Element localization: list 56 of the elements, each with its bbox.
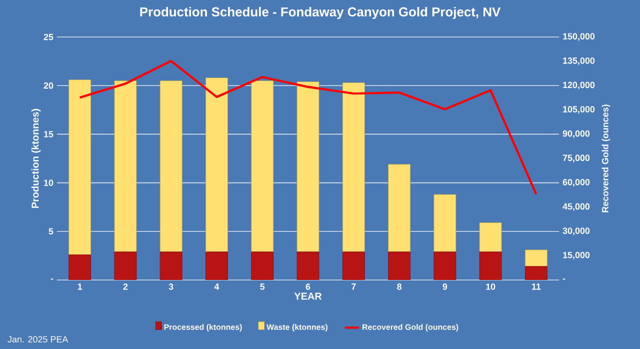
chart-title: Production Schedule - Fondaway Canyon Gold Project, NV — [140, 6, 501, 20]
bar — [206, 252, 228, 280]
y-tick-label: 10 — [44, 180, 54, 186]
y2-axis-title: Recovered Gold (ounces) — [602, 104, 610, 212]
y2-tick-label: - — [562, 278, 566, 280]
y-tick-label: - — [50, 278, 54, 280]
bar — [342, 82, 365, 252]
x-tick-label: 9 — [442, 284, 448, 290]
y2-tick-label: 30,000 — [562, 228, 590, 236]
bar — [160, 252, 182, 280]
y-tick-label: 20 — [44, 82, 54, 89]
x-tick-label: 7 — [352, 284, 356, 290]
y2-tick-label: 75,000 — [562, 154, 590, 162]
bar — [296, 82, 320, 252]
bar — [160, 80, 182, 252]
bar — [251, 252, 274, 280]
bar — [114, 252, 137, 280]
x-tick-label: 1 — [78, 284, 82, 290]
bar — [114, 80, 137, 252]
y2-tick-label: 60,000 — [562, 178, 590, 187]
y-tick-label: 5 — [48, 228, 54, 235]
line-series — [78, 60, 538, 196]
bar — [296, 252, 320, 280]
x-tick-label: 5 — [260, 284, 265, 290]
bar — [388, 164, 410, 252]
bar — [342, 252, 365, 280]
y2-tick-label: 15,000 — [563, 252, 590, 260]
bar — [479, 252, 502, 280]
bar — [251, 80, 274, 252]
text: Jan. 2025 PEA — [8, 336, 68, 342]
x-tick-label: 8 — [397, 284, 402, 290]
bar — [434, 194, 456, 252]
y2-tick-label: 150,000 — [563, 33, 595, 41]
y2-tick-label: 105,000 — [563, 106, 595, 114]
x-tick-label: 2 — [123, 284, 128, 290]
y2-tick-label: 45,000 — [562, 203, 590, 211]
y2-tick-label: 120,000 — [563, 82, 595, 90]
y-tick-label: 25 — [44, 34, 54, 40]
bar — [434, 252, 456, 280]
y2-tick-label: 135,000 — [563, 57, 595, 66]
bar — [524, 250, 548, 267]
x-tick-label: 10 — [486, 284, 496, 290]
x-tick-label: 6 — [306, 284, 310, 290]
bar — [524, 266, 548, 280]
x-tick-label: 11 — [532, 284, 541, 290]
y-tick-label: 15 — [44, 131, 54, 138]
bar — [68, 254, 92, 280]
bar — [68, 80, 92, 255]
y-axis-title: Production (ktonnes) — [31, 108, 41, 208]
bar — [479, 222, 502, 252]
y2-tick-label: 90,000 — [562, 130, 590, 138]
x-axis-title: YEAR — [294, 292, 322, 300]
x-tick-label: 4 — [214, 284, 220, 290]
bar — [206, 78, 228, 252]
bar — [388, 252, 410, 280]
x-tick-label: 3 — [168, 284, 174, 290]
